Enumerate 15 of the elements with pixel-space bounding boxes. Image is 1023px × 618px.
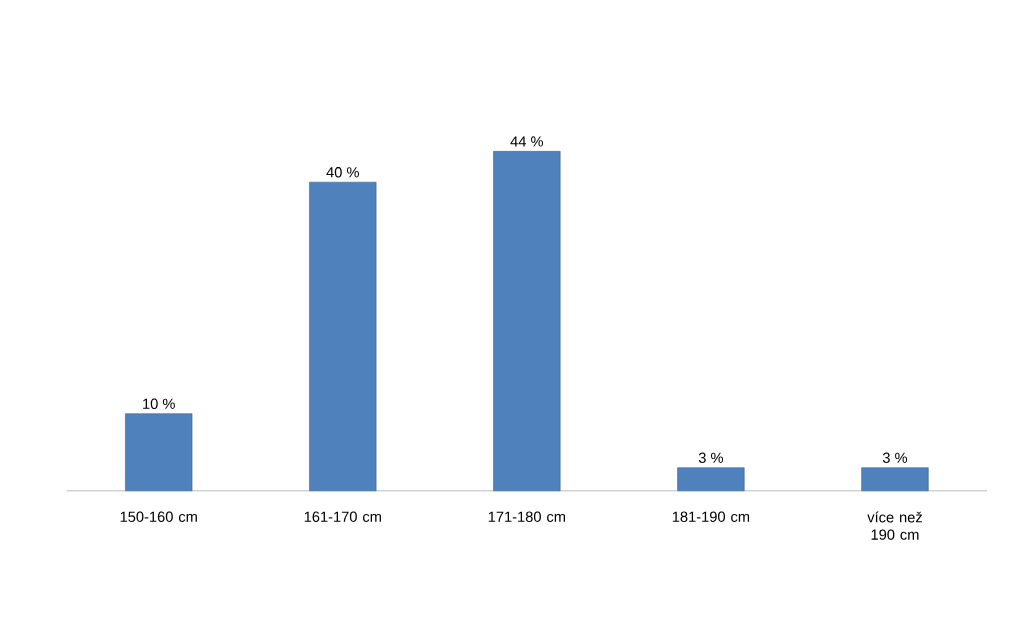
bar — [861, 467, 929, 492]
data-label: 3 % — [882, 452, 908, 464]
data-label: 44 % — [510, 136, 544, 147]
bar — [493, 151, 561, 492]
bar — [125, 413, 193, 492]
x-tick-label: 161-170 cm — [304, 511, 381, 523]
data-label: 40 % — [326, 167, 359, 178]
x-tick-label: více než 190 cm — [867, 511, 922, 541]
x-tick-label: 171-180 cm — [488, 511, 565, 523]
x-tick-label: 181-190 cm — [672, 511, 750, 523]
data-label: 10 % — [143, 398, 175, 410]
data-label: 3 % — [698, 452, 723, 464]
bar — [677, 467, 745, 492]
x-tick-label: 150-160 cm — [120, 511, 197, 523]
bar — [309, 182, 377, 492]
